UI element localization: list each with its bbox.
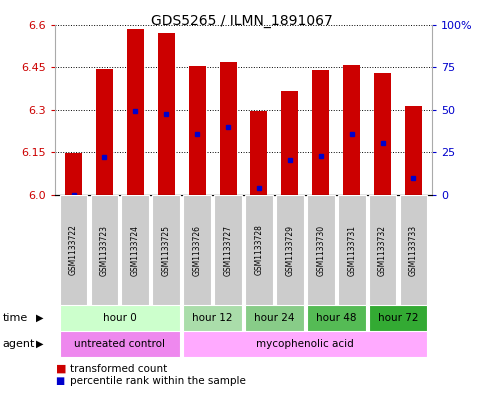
Text: GSM1133730: GSM1133730	[316, 224, 325, 275]
Text: untreated control: untreated control	[74, 339, 165, 349]
Text: ▶: ▶	[36, 339, 44, 349]
Bar	[65, 153, 82, 195]
Text: ■: ■	[56, 376, 65, 386]
Text: time: time	[2, 313, 28, 323]
Bar	[282, 91, 298, 195]
Text: mycophenolic acid: mycophenolic acid	[256, 339, 354, 349]
Text: GSM1133728: GSM1133728	[255, 224, 263, 275]
Bar	[338, 195, 366, 305]
Text: ■: ■	[56, 364, 66, 374]
Bar	[183, 331, 427, 357]
Text: hour 0: hour 0	[103, 313, 137, 323]
Text: GDS5265 / ILMN_1891067: GDS5265 / ILMN_1891067	[151, 14, 332, 28]
Text: GSM1133722: GSM1133722	[69, 224, 78, 275]
Bar	[158, 33, 175, 195]
Bar	[307, 195, 335, 305]
Bar	[312, 70, 329, 195]
Bar	[245, 195, 273, 305]
Text: transformed count: transformed count	[70, 364, 167, 374]
Bar	[307, 305, 366, 331]
Bar	[245, 305, 304, 331]
Text: hour 12: hour 12	[192, 313, 233, 323]
Bar	[374, 73, 391, 195]
Bar	[399, 195, 427, 305]
Text: hour 48: hour 48	[316, 313, 356, 323]
Bar	[96, 70, 113, 195]
Text: GSM1133724: GSM1133724	[131, 224, 140, 275]
Bar	[405, 106, 422, 195]
Bar	[343, 65, 360, 195]
Text: GSM1133723: GSM1133723	[100, 224, 109, 275]
Bar	[214, 195, 242, 305]
Text: GSM1133731: GSM1133731	[347, 224, 356, 275]
Text: GSM1133729: GSM1133729	[285, 224, 294, 275]
Bar	[183, 195, 211, 305]
Text: GSM1133732: GSM1133732	[378, 224, 387, 275]
Text: hour 72: hour 72	[378, 313, 418, 323]
Bar	[189, 66, 206, 195]
Bar	[152, 195, 180, 305]
Text: ▶: ▶	[36, 313, 44, 323]
Bar	[369, 305, 427, 331]
Bar	[59, 305, 180, 331]
Text: hour 24: hour 24	[254, 313, 295, 323]
Bar	[127, 29, 144, 195]
Bar	[369, 195, 397, 305]
Bar	[59, 331, 180, 357]
Text: GSM1133726: GSM1133726	[193, 224, 201, 275]
Text: agent: agent	[2, 339, 35, 349]
Text: percentile rank within the sample: percentile rank within the sample	[70, 376, 246, 386]
Bar	[220, 62, 237, 195]
Bar	[121, 195, 149, 305]
Bar	[276, 195, 304, 305]
Bar	[183, 305, 242, 331]
Bar	[59, 195, 87, 305]
Text: GSM1133733: GSM1133733	[409, 224, 418, 275]
Text: GSM1133725: GSM1133725	[162, 224, 171, 275]
Bar	[251, 112, 268, 195]
Bar	[90, 195, 118, 305]
Text: GSM1133727: GSM1133727	[224, 224, 232, 275]
